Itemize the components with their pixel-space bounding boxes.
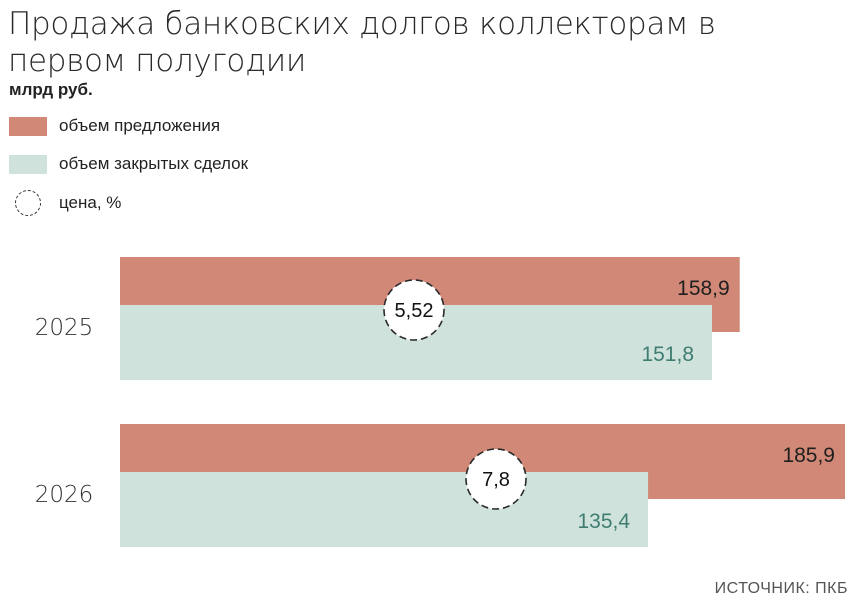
legend-item-price: цена, % — [9, 190, 121, 216]
legend-label-offer: объем предложения — [59, 116, 221, 135]
legend-item-closed: объем закрытых сделок — [9, 151, 248, 177]
closed-swatch — [9, 154, 47, 174]
value-label-closed-2025: 151,8 — [641, 343, 694, 366]
value-label-offer-2026: 185,9 — [782, 444, 835, 467]
value-label-closed-2026: 135,4 — [577, 510, 630, 533]
source-label: ИСТОЧНИК: ПКБ — [714, 580, 848, 597]
legend-label-closed: объем закрытых сделок — [59, 154, 249, 173]
price-label-2026: 7,8 — [482, 469, 510, 491]
legend-label-price: цена, % — [59, 193, 122, 212]
legend-item-offer: объем предложения — [9, 113, 220, 139]
year-label-2025: 2025 — [35, 315, 94, 341]
price-label-2025: 5,52 — [395, 300, 434, 322]
dashed-circle-icon — [15, 190, 41, 216]
unit-label: млрд руб. — [9, 80, 93, 99]
price-marker-2026 — [465, 448, 527, 510]
value-label-offer-2025: 158,9 — [677, 277, 730, 300]
offer-swatch — [9, 116, 47, 136]
bar-closed-2026 — [120, 472, 649, 547]
price-marker-2025 — [383, 279, 445, 341]
year-label-2026: 2026 — [35, 482, 94, 508]
chart-title: Продажа банковских долгов коллекторам в … — [8, 6, 716, 79]
